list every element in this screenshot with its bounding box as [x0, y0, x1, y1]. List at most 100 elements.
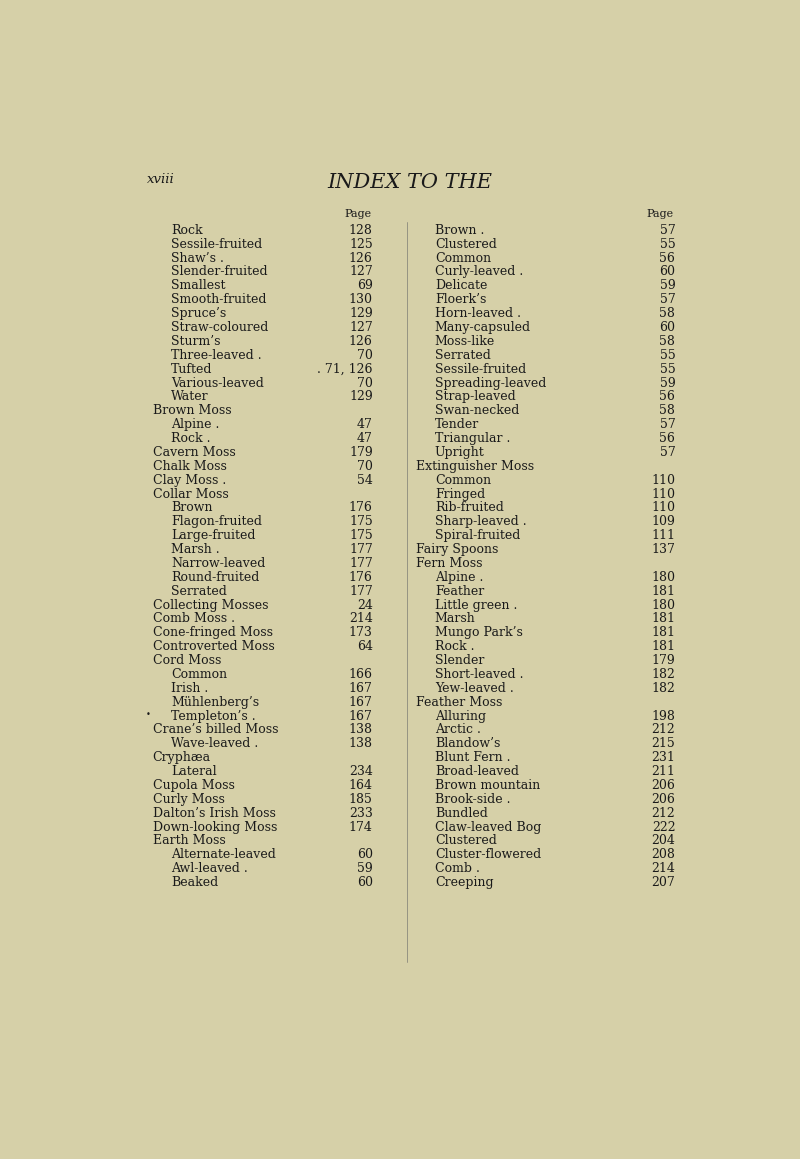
- Text: 176: 176: [349, 502, 373, 515]
- Text: INDEX TO THE: INDEX TO THE: [327, 173, 493, 192]
- Text: 109: 109: [651, 516, 675, 529]
- Text: 185: 185: [349, 793, 373, 806]
- Text: 234: 234: [349, 765, 373, 778]
- Text: 127: 127: [349, 265, 373, 278]
- Text: 138: 138: [349, 737, 373, 750]
- Text: 70: 70: [357, 349, 373, 362]
- Text: Blandow’s: Blandow’s: [435, 737, 500, 750]
- Text: 167: 167: [349, 695, 373, 708]
- Text: Crane’s billed Moss: Crane’s billed Moss: [153, 723, 278, 736]
- Text: Floerk’s: Floerk’s: [435, 293, 486, 306]
- Text: 212: 212: [652, 807, 675, 819]
- Text: 58: 58: [659, 307, 675, 320]
- Text: Page: Page: [646, 209, 674, 219]
- Text: 57: 57: [660, 224, 675, 236]
- Text: 206: 206: [651, 779, 675, 792]
- Text: Upright: Upright: [435, 446, 485, 459]
- Text: 59: 59: [660, 279, 675, 292]
- Text: Sessile-fruited: Sessile-fruited: [435, 363, 526, 376]
- Text: Cone-fringed Moss: Cone-fringed Moss: [153, 626, 273, 640]
- Text: 180: 180: [651, 598, 675, 612]
- Text: 181: 181: [651, 626, 675, 640]
- Text: 233: 233: [349, 807, 373, 819]
- Text: 212: 212: [652, 723, 675, 736]
- Text: Fringed: Fringed: [435, 488, 485, 501]
- Text: 177: 177: [349, 557, 373, 570]
- Text: Cord Moss: Cord Moss: [153, 654, 221, 668]
- Text: 129: 129: [349, 307, 373, 320]
- Text: Alpine .: Alpine .: [171, 418, 220, 431]
- Text: 110: 110: [651, 488, 675, 501]
- Text: Rock: Rock: [171, 224, 203, 236]
- Text: Various-leaved: Various-leaved: [171, 377, 264, 389]
- Text: 54: 54: [357, 474, 373, 487]
- Text: Spruce’s: Spruce’s: [171, 307, 226, 320]
- Text: . 71, 126: . 71, 126: [318, 363, 373, 376]
- Text: Sturm’s: Sturm’s: [171, 335, 221, 348]
- Text: Cupola Moss: Cupola Moss: [153, 779, 234, 792]
- Text: 207: 207: [652, 876, 675, 889]
- Text: Collecting Mosses: Collecting Mosses: [153, 598, 268, 612]
- Text: 177: 177: [349, 544, 373, 556]
- Text: Broad-leaved: Broad-leaved: [435, 765, 518, 778]
- Text: Marsh .: Marsh .: [171, 544, 220, 556]
- Text: Down-looking Moss: Down-looking Moss: [153, 821, 277, 833]
- Text: 111: 111: [651, 530, 675, 542]
- Text: 211: 211: [651, 765, 675, 778]
- Text: 127: 127: [349, 321, 373, 334]
- Text: Claw-leaved Bog: Claw-leaved Bog: [435, 821, 541, 833]
- Text: 60: 60: [357, 848, 373, 861]
- Text: Alluring: Alluring: [435, 709, 486, 722]
- Text: 204: 204: [651, 834, 675, 847]
- Text: 164: 164: [349, 779, 373, 792]
- Text: 56: 56: [659, 252, 675, 264]
- Text: 176: 176: [349, 570, 373, 584]
- Text: 179: 179: [349, 446, 373, 459]
- Text: 182: 182: [651, 681, 675, 694]
- Text: Brook-side .: Brook-side .: [435, 793, 510, 806]
- Text: 69: 69: [357, 279, 373, 292]
- Text: 57: 57: [660, 293, 675, 306]
- Text: Cavern Moss: Cavern Moss: [153, 446, 235, 459]
- Text: 58: 58: [659, 335, 675, 348]
- Text: Arctic .: Arctic .: [435, 723, 481, 736]
- Text: 208: 208: [651, 848, 675, 861]
- Text: Brown Moss: Brown Moss: [153, 404, 231, 417]
- Text: Clay Moss .: Clay Moss .: [153, 474, 226, 487]
- Text: Creeping: Creeping: [435, 876, 494, 889]
- Text: Comb Moss .: Comb Moss .: [153, 612, 234, 626]
- Text: Mühlenberg’s: Mühlenberg’s: [171, 695, 259, 708]
- Text: Fairy Spoons: Fairy Spoons: [416, 544, 498, 556]
- Text: Beaked: Beaked: [171, 876, 218, 889]
- Text: Irish .: Irish .: [171, 681, 209, 694]
- Text: Mungo Park’s: Mungo Park’s: [435, 626, 522, 640]
- Text: Tufted: Tufted: [171, 363, 213, 376]
- Text: 56: 56: [659, 391, 675, 403]
- Text: Large-fruited: Large-fruited: [171, 530, 256, 542]
- Text: 175: 175: [349, 516, 373, 529]
- Text: Clustered: Clustered: [435, 238, 497, 250]
- Text: Common: Common: [171, 668, 227, 681]
- Text: Short-leaved .: Short-leaved .: [435, 668, 523, 681]
- Text: Strap-leaved: Strap-leaved: [435, 391, 515, 403]
- Text: Serrated: Serrated: [435, 349, 490, 362]
- Text: Comb .: Comb .: [435, 862, 480, 875]
- Text: Triangular .: Triangular .: [435, 432, 510, 445]
- Text: 214: 214: [651, 862, 675, 875]
- Text: Curly-leaved .: Curly-leaved .: [435, 265, 523, 278]
- Text: Shaw’s .: Shaw’s .: [171, 252, 224, 264]
- Text: Collar Moss: Collar Moss: [153, 488, 229, 501]
- Text: 222: 222: [652, 821, 675, 833]
- Text: Yew-leaved .: Yew-leaved .: [435, 681, 514, 694]
- Text: Moss-like: Moss-like: [435, 335, 495, 348]
- Text: Templeton’s .: Templeton’s .: [171, 709, 256, 722]
- Text: •: •: [146, 709, 150, 719]
- Text: 60: 60: [357, 876, 373, 889]
- Text: Spreading-leaved: Spreading-leaved: [435, 377, 546, 389]
- Text: 179: 179: [652, 654, 675, 668]
- Text: Narrow-leaved: Narrow-leaved: [171, 557, 266, 570]
- Text: 167: 167: [349, 681, 373, 694]
- Text: Three-leaved .: Three-leaved .: [171, 349, 262, 362]
- Text: Sessile-fruited: Sessile-fruited: [171, 238, 262, 250]
- Text: Alternate-leaved: Alternate-leaved: [171, 848, 276, 861]
